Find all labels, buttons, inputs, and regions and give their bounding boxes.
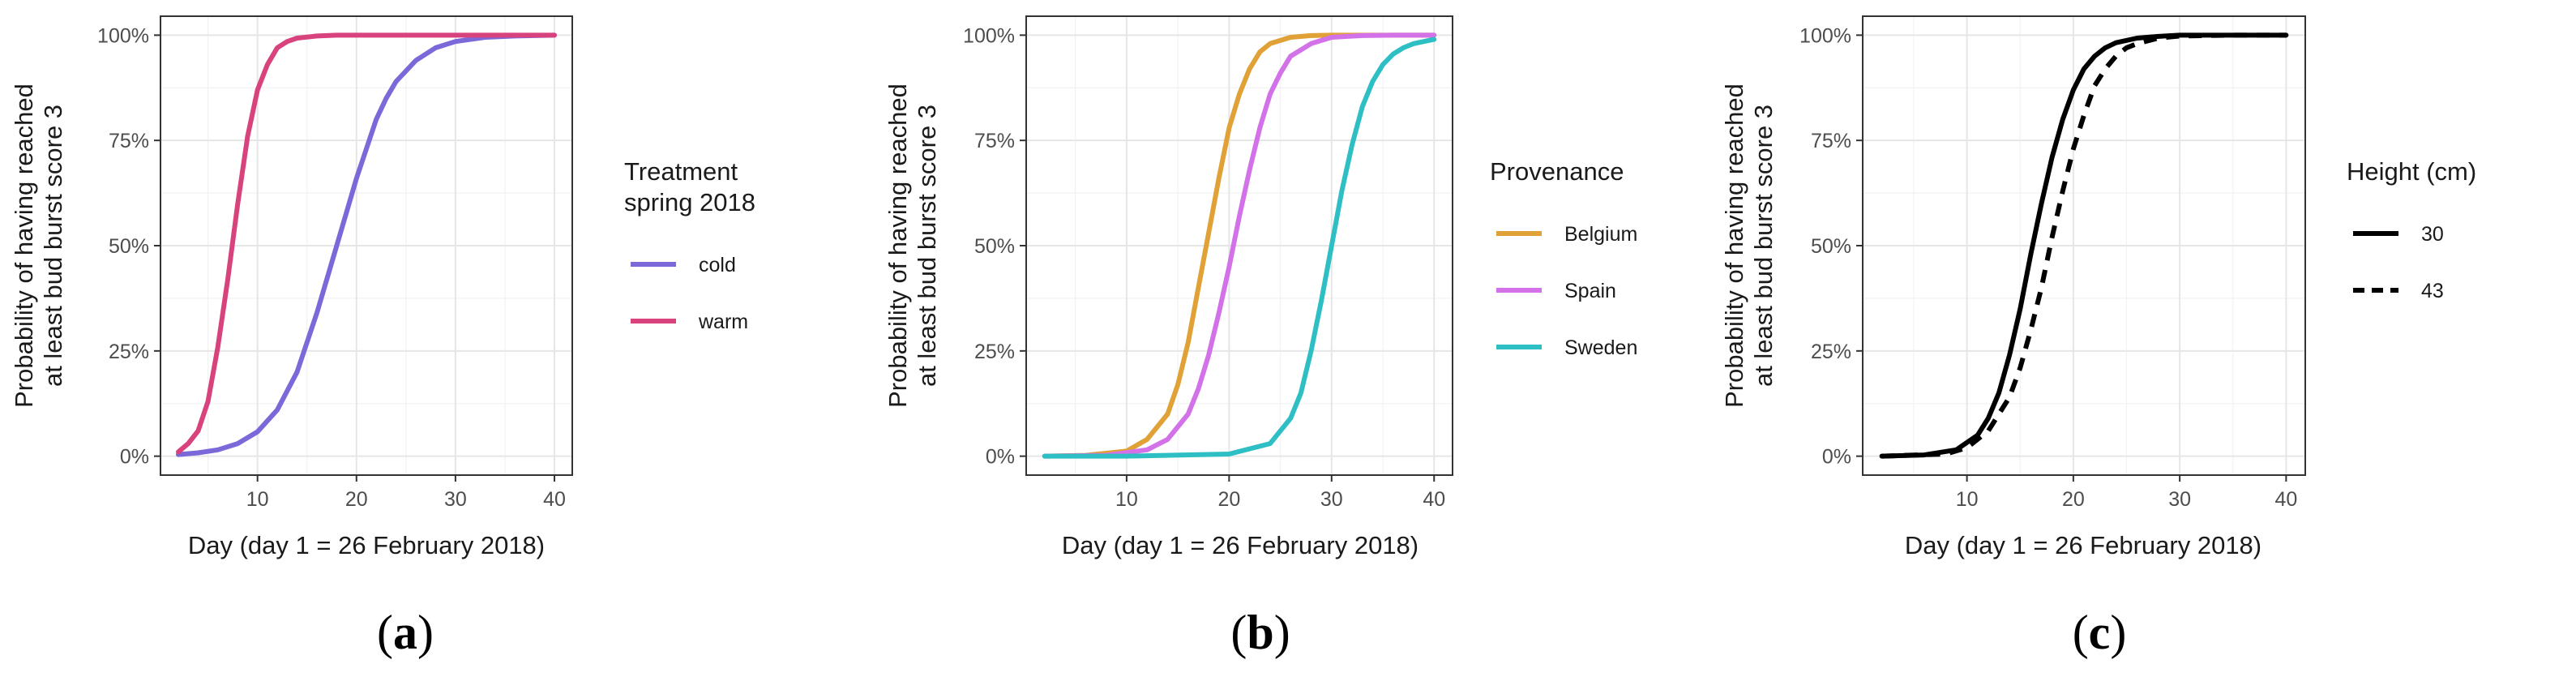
x-tick-label: 30	[1320, 488, 1343, 511]
x-tick-label: 30	[444, 488, 467, 511]
x-tick-label: 10	[1956, 488, 1979, 511]
y-tick-label: 75%	[109, 130, 149, 152]
panel-label: (b)	[1230, 606, 1290, 659]
y-tick-label: 25%	[1811, 341, 1851, 363]
y-tick-label: 50%	[1811, 235, 1851, 258]
legend-label: 30	[2421, 223, 2444, 246]
x-axis-title: Day (day 1 = 26 February 2018)	[1905, 531, 2261, 559]
x-tick-label: 20	[2062, 488, 2085, 511]
series-line-spain	[1042, 32, 1437, 459]
legend-title: spring 2018	[624, 188, 755, 216]
series-line-30	[1879, 32, 2289, 459]
y-tick-label: 50%	[109, 235, 149, 258]
y-axis-title: Probability of having reachedat least bu…	[1720, 84, 1778, 408]
x-tick-label: 40	[543, 488, 566, 511]
legend-title: Provenance	[1490, 157, 1624, 186]
legend-label: Spain	[1564, 280, 1616, 302]
x-tick-label: 30	[2168, 488, 2191, 511]
series-line-sweden	[1042, 36, 1437, 459]
y-axis-title: Probability of having reachedat least bu…	[884, 84, 941, 408]
y-tick-label: 100%	[1799, 24, 1851, 47]
y-tick-label: 75%	[1811, 130, 1851, 152]
x-tick-label: 10	[1115, 488, 1138, 511]
legend-title: Height (cm)	[2347, 157, 2476, 186]
legend-label: Belgium	[1564, 223, 1637, 246]
x-tick-label: 40	[2274, 488, 2297, 511]
y-tick-label: 0%	[1822, 446, 1851, 469]
x-tick-label: 20	[345, 488, 368, 511]
series-line-43	[1881, 32, 2287, 459]
legend-label: cold	[699, 254, 736, 276]
legend-label: 43	[2421, 280, 2444, 302]
chart-panel-c: 0% 25% 50% 75% 100% 10 20 30 40 Day (day 1 = 26 F…	[1720, 15, 2476, 659]
x-tick-label: 10	[246, 488, 269, 511]
legend-label: Sweden	[1564, 336, 1637, 359]
y-tick-label: 0%	[986, 446, 1015, 469]
panel-label: (a)	[377, 606, 434, 659]
panel-label: (c)	[2073, 606, 2127, 659]
series-line-cold	[176, 32, 557, 457]
chart-panel-a: 0% 25% 50% 75% 100% 10 20 30 40 Day (day 1 = 26 F…	[10, 15, 755, 659]
series-line-belgium	[1042, 32, 1437, 459]
x-tick-label: 40	[1423, 488, 1445, 511]
y-tick-label: 75%	[974, 130, 1015, 152]
y-axis-title: Probability of having reachedat least bu…	[10, 84, 67, 408]
legend-title: Treatment	[624, 157, 738, 186]
legend: Provenance Belgium Spain Sweden	[1490, 157, 1637, 359]
legend-label: warm	[698, 311, 748, 333]
y-tick-label: 100%	[963, 24, 1015, 47]
x-tick-label: 20	[1217, 488, 1240, 511]
series-line-warm	[176, 32, 557, 455]
y-tick-label: 25%	[109, 341, 149, 363]
y-tick-label: 25%	[974, 341, 1015, 363]
legend: Height (cm) 30 43	[2347, 157, 2476, 302]
y-tick-label: 100%	[97, 24, 149, 47]
x-axis-title: Day (day 1 = 26 February 2018)	[188, 531, 545, 559]
x-axis-title: Day (day 1 = 26 February 2018)	[1062, 531, 1419, 559]
y-tick-label: 50%	[974, 235, 1015, 258]
y-tick-label: 0%	[120, 446, 149, 469]
